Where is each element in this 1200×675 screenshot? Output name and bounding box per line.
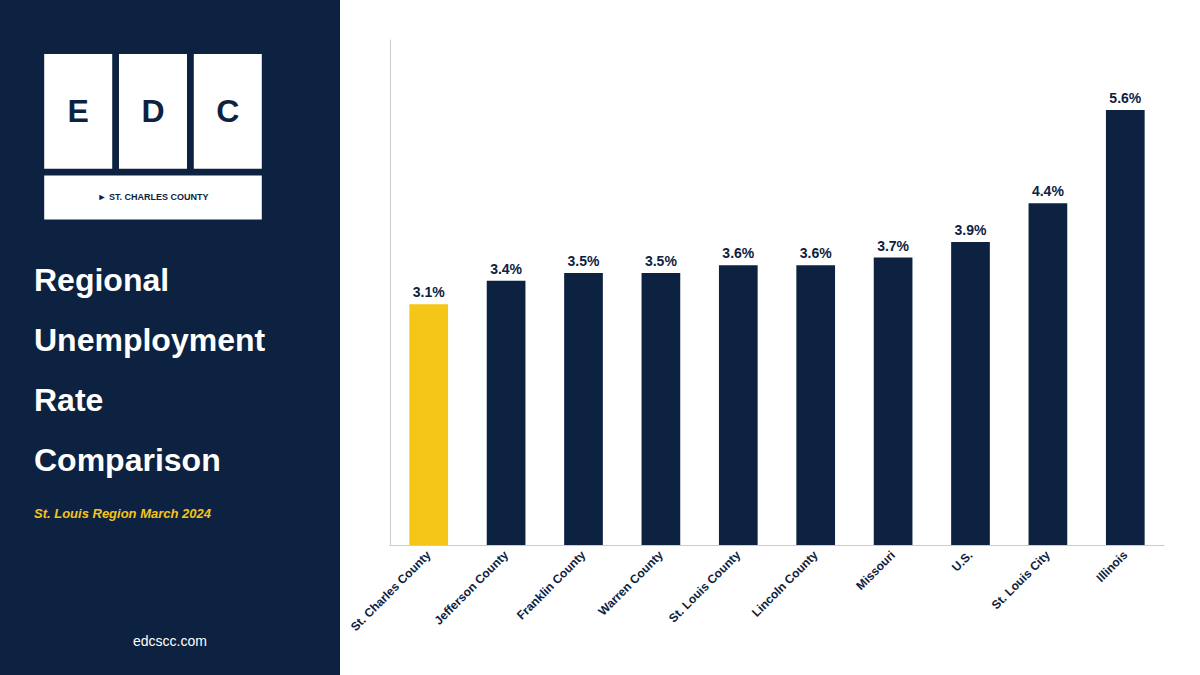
svg-text:St. Louis City: St. Louis City <box>989 548 1053 612</box>
svg-text:5.6%: 5.6% <box>1109 90 1141 106</box>
svg-text:St. Charles County: St. Charles County <box>348 548 434 634</box>
svg-text:3.1%: 3.1% <box>413 284 445 300</box>
svg-text:3.6%: 3.6% <box>800 245 832 261</box>
svg-text:Rate: Rate <box>34 382 103 418</box>
svg-text:4.4%: 4.4% <box>1032 183 1064 199</box>
svg-text:St. Louis Region March 2024: St. Louis Region March 2024 <box>34 506 212 521</box>
svg-text:3.9%: 3.9% <box>955 222 987 238</box>
svg-text:3.5%: 3.5% <box>568 253 600 269</box>
svg-text:3.5%: 3.5% <box>645 253 677 269</box>
svg-text:Regional: Regional <box>34 262 169 298</box>
svg-text:Warren County: Warren County <box>596 548 667 619</box>
svg-text:► ST. CHARLES COUNTY: ► ST. CHARLES COUNTY <box>98 192 209 202</box>
svg-text:edcscc.com: edcscc.com <box>133 633 207 649</box>
svg-text:3.6%: 3.6% <box>722 245 754 261</box>
svg-text:Unemployment: Unemployment <box>34 322 265 358</box>
svg-text:St. Louis County: St. Louis County <box>666 548 743 625</box>
svg-text:3.4%: 3.4% <box>490 261 522 277</box>
svg-text:Franklin County: Franklin County <box>514 548 589 623</box>
svg-text:Jefferson County: Jefferson County <box>431 548 511 628</box>
svg-text:E: E <box>68 93 89 129</box>
svg-text:D: D <box>141 93 164 129</box>
svg-text:U.S.: U.S. <box>949 548 975 574</box>
svg-text:3.7%: 3.7% <box>877 238 909 254</box>
svg-text:Missouri: Missouri <box>853 548 898 593</box>
svg-text:Illinois: Illinois <box>1094 548 1131 585</box>
svg-text:C: C <box>216 93 239 129</box>
svg-text:Lincoln County: Lincoln County <box>749 548 821 620</box>
svg-text:Comparison: Comparison <box>34 442 221 478</box>
